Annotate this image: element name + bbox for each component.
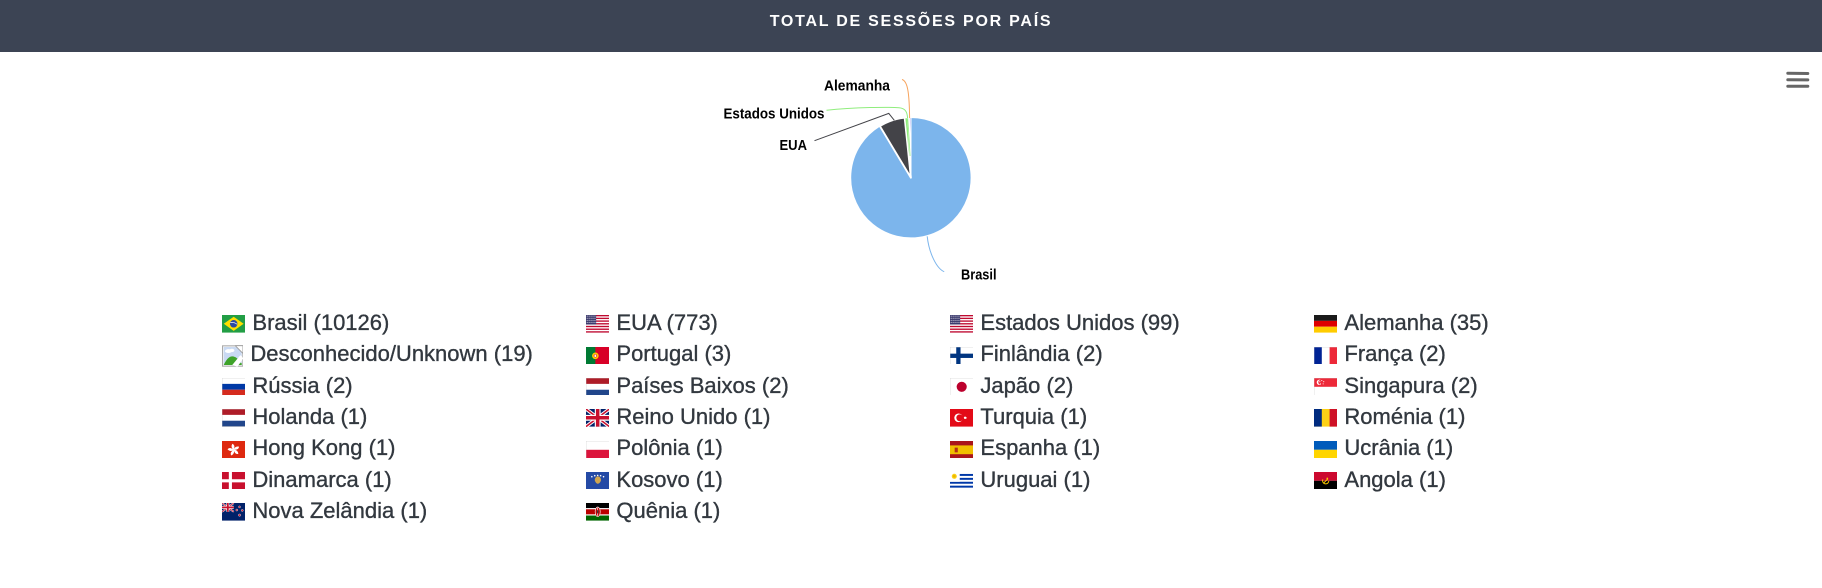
svg-text:Brasil: Brasil — [961, 266, 997, 283]
svg-text:Alemanha: Alemanha — [824, 78, 891, 95]
svg-text:EUA: EUA — [780, 137, 808, 154]
svg-text:Estados Unidos: Estados Unidos — [724, 106, 825, 123]
